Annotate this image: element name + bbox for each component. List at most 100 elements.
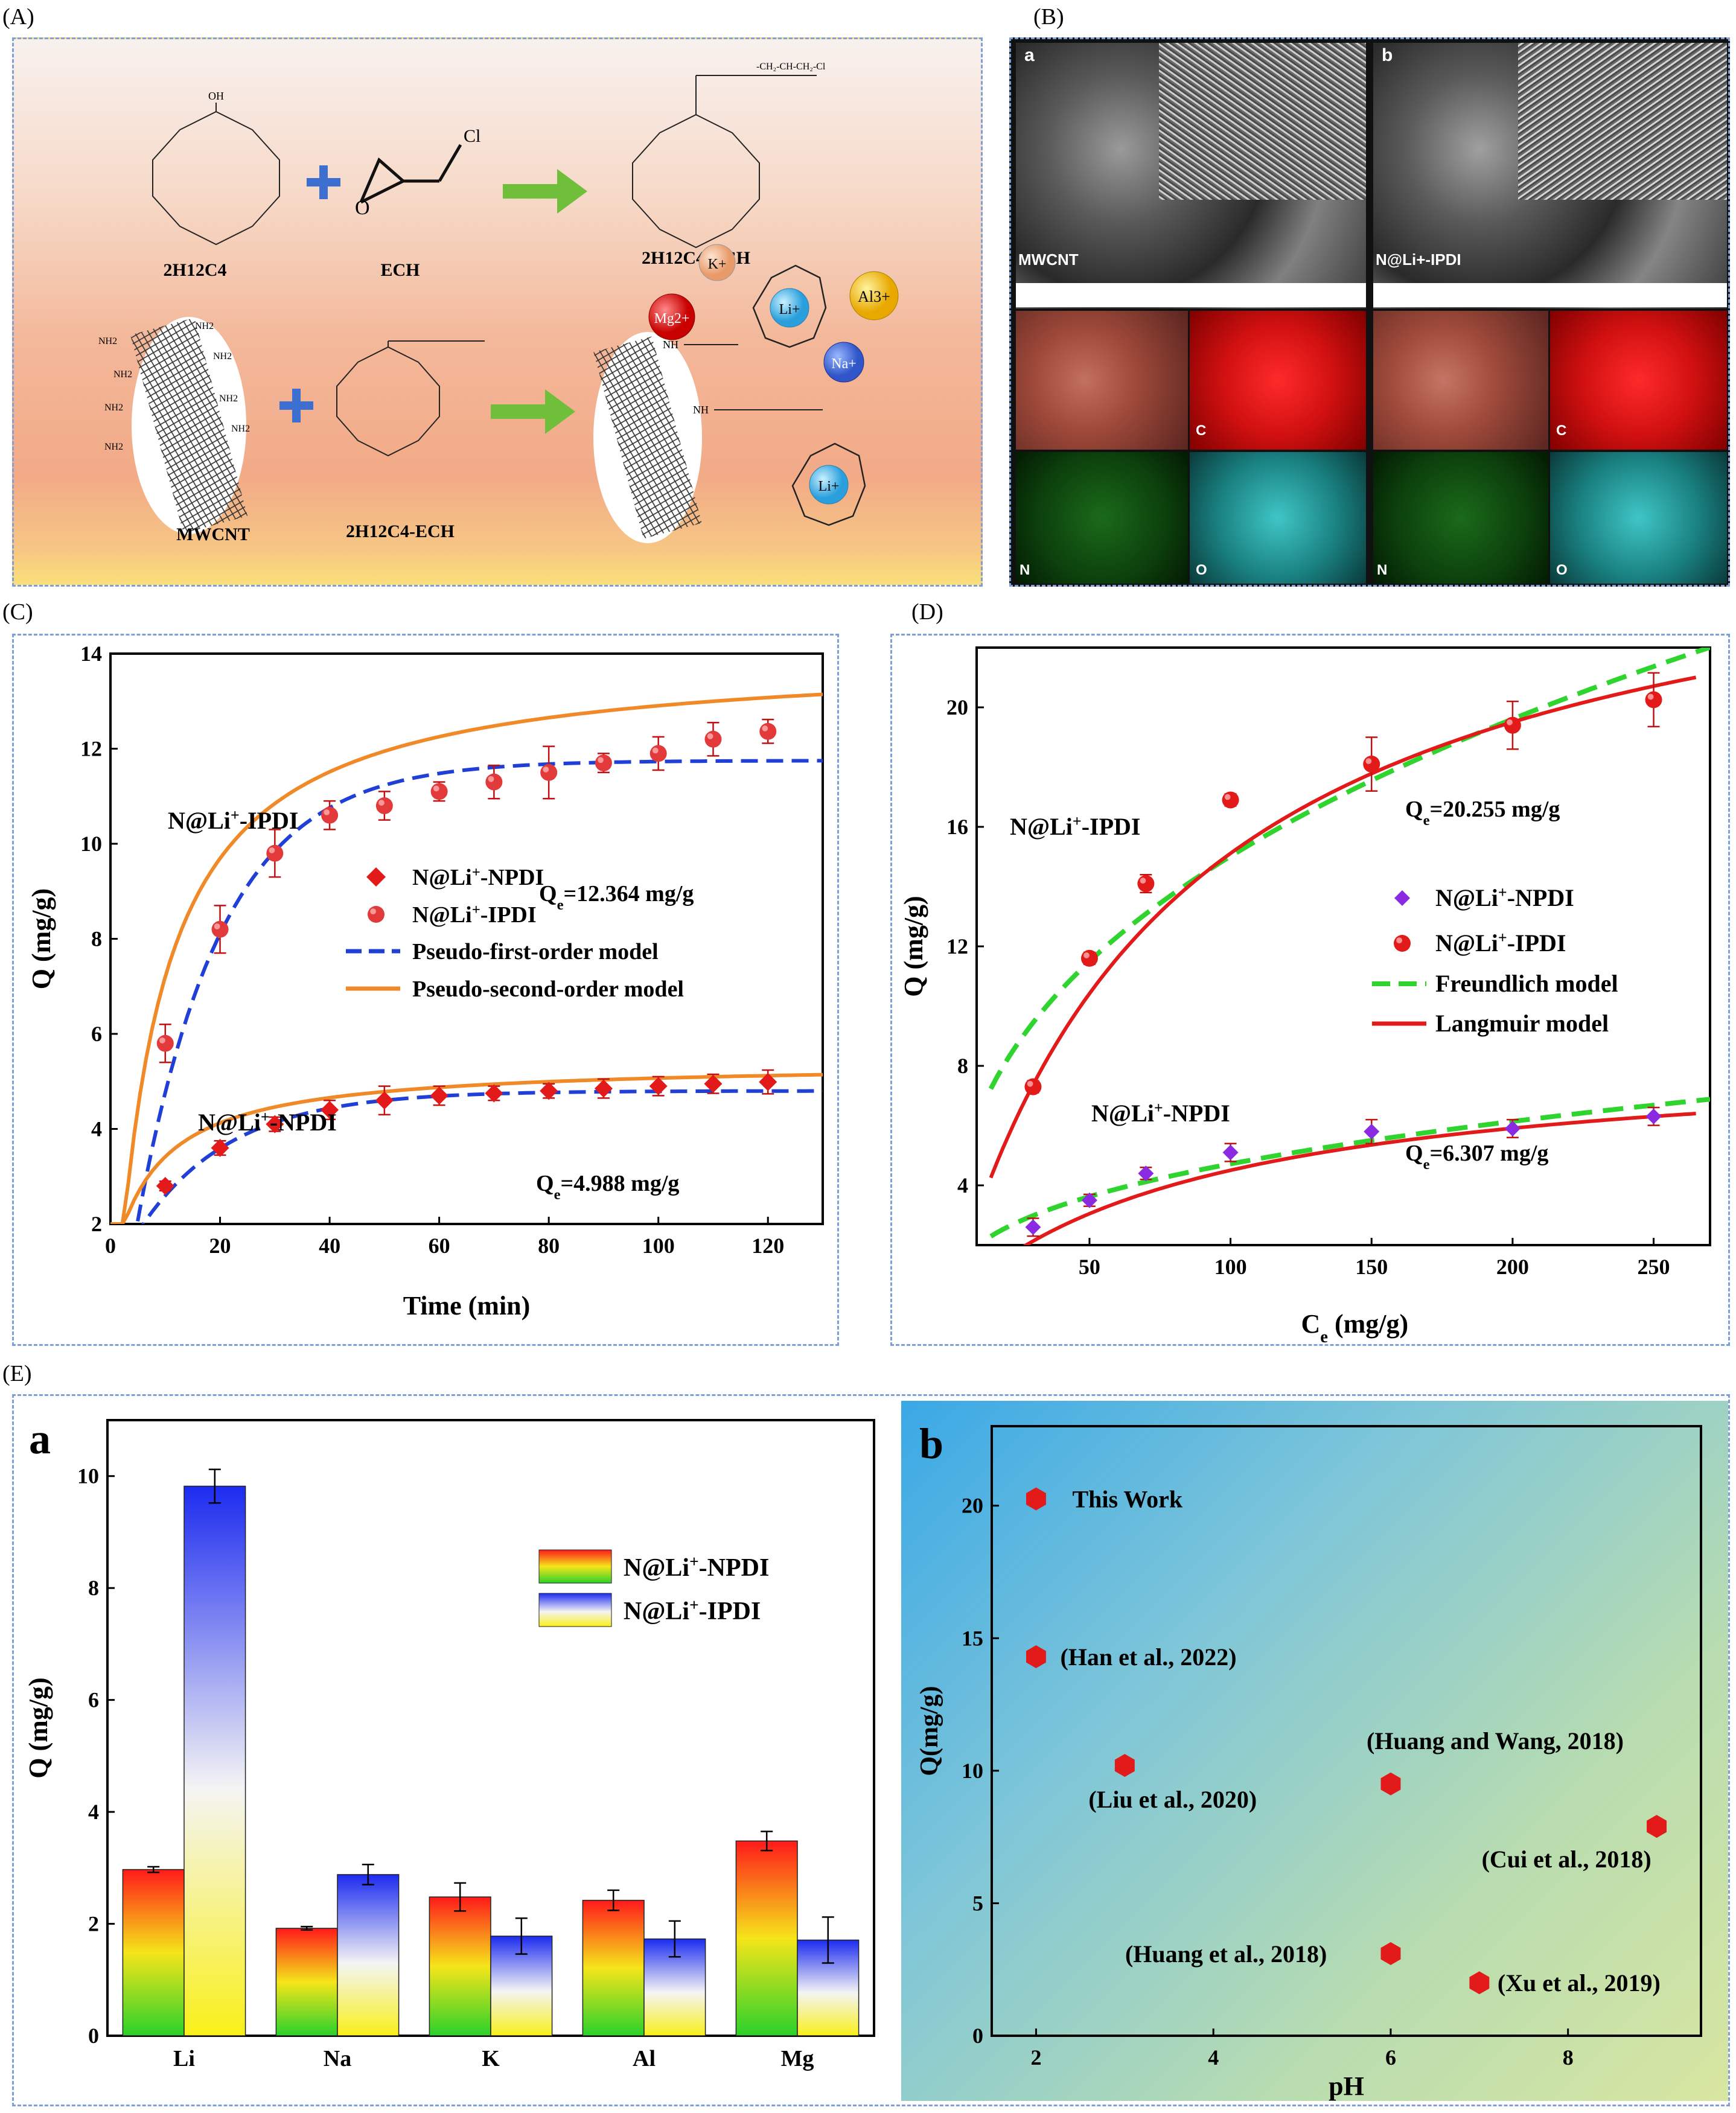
svg-text:NH2: NH2 xyxy=(213,351,232,362)
eds-nitrogen-label-2: N xyxy=(1377,562,1388,578)
y-axis-title: Q (mg/g) xyxy=(27,888,56,989)
ipdi-data-point xyxy=(321,806,339,824)
eds-nitrogen-map xyxy=(1016,452,1188,584)
npdi-data-point xyxy=(1222,1144,1239,1161)
crown-cage-top xyxy=(752,264,827,348)
literature-data-point xyxy=(1469,1971,1490,1995)
eds-carbon-map-2 xyxy=(1550,311,1727,450)
npdi-data-point xyxy=(594,1079,613,1098)
svg-text:Na+: Na+ xyxy=(831,356,857,372)
legend-npdi-marker xyxy=(1394,890,1410,906)
ipdi-data-point-highlight xyxy=(762,725,768,731)
ipdi-data-point xyxy=(1222,791,1239,809)
label-2h12c4: 2H12C4 xyxy=(164,260,227,280)
point-label: (Xu et al., 2019) xyxy=(1498,1969,1661,1997)
legend-ipdi-marker-highlight xyxy=(1396,937,1402,943)
ipdi-data-point-highlight xyxy=(1027,1080,1033,1087)
crown-ether-ech-reagent xyxy=(336,340,485,457)
legend-pfo-label: Pseudo-first-order model xyxy=(412,939,659,964)
eds-overlay-map xyxy=(1016,311,1188,450)
nanotube-icon xyxy=(130,317,248,534)
sem-inset-mwcnt xyxy=(1159,43,1366,200)
ipdi-first-order-curve xyxy=(135,759,823,1224)
npdi-data-point xyxy=(1504,1120,1521,1136)
point-label: (Huang et al., 2018) xyxy=(1125,1940,1327,1968)
sem-inset-n-li-ipdi xyxy=(1518,43,1727,200)
ipdi-data-point xyxy=(1137,875,1155,893)
sem-info-bar-2 xyxy=(1373,283,1727,307)
y-tick-label: 10 xyxy=(80,832,102,856)
point-label: (Han et al., 2022) xyxy=(1060,1643,1236,1671)
npdi-data-point xyxy=(485,1084,503,1103)
label-2h12c4-ech-2: 2H12C4-ECH xyxy=(346,521,455,541)
ion-k-icon: K+ xyxy=(698,244,736,281)
literature-data-point xyxy=(1380,1772,1401,1796)
y-tick-label: 20 xyxy=(962,1494,983,1518)
ipdi-data-point xyxy=(1504,716,1521,734)
eds-overlay-map-2 xyxy=(1373,311,1548,450)
x-tick-label: K xyxy=(482,2046,500,2071)
ipdi-data-point xyxy=(704,730,722,748)
legend-ipdi-marker xyxy=(1394,935,1411,952)
svg-text:NH2: NH2 xyxy=(104,403,123,413)
x-axis-title: Time (min) xyxy=(403,1291,531,1321)
npdi-data-point xyxy=(1645,1108,1662,1124)
npdi-bar xyxy=(429,1896,491,2036)
legend-ipdi-label: N@Li+-IPDI xyxy=(624,1596,761,1625)
x-tick-label: 20 xyxy=(209,1234,231,1258)
legend-npdi-label: N@Li+-NPDI xyxy=(624,1552,769,1582)
point-label: (Huang and Wang, 2018) xyxy=(1367,1727,1624,1754)
comparison-chart-background xyxy=(901,1401,1728,2101)
ipdi-curve-label: N@Li+-IPDI xyxy=(1010,812,1141,841)
chart-letter-b: b xyxy=(919,1420,943,1468)
ion-mg-icon: Mg2+ xyxy=(648,293,695,340)
ipdi-freundlich-curve xyxy=(988,648,1710,1090)
ipdi-data-point-highlight xyxy=(433,785,439,792)
ipdi-data-point xyxy=(1024,1078,1042,1095)
x-tick-label: Na xyxy=(324,2046,351,2071)
y-tick-label: 8 xyxy=(91,927,102,951)
x-tick-label: 6 xyxy=(1385,2045,1396,2070)
ipdi-data-point xyxy=(540,763,558,781)
npdi-qe-annotation: Qe=6.307 mg/g xyxy=(1405,1141,1548,1173)
ipdi-qe-annotation: Qe=20.255 mg/g xyxy=(1405,797,1560,829)
legend-pso-label: Pseudo-second-order model xyxy=(412,977,684,1002)
sem-info-bar xyxy=(1016,283,1366,307)
x-tick-label: 80 xyxy=(538,1234,560,1258)
ipdi-data-point-highlight xyxy=(324,809,330,815)
cl-label: Cl xyxy=(464,126,480,146)
ipdi-data-point-highlight xyxy=(543,766,549,773)
selectivity-bar-chart: 0 2 4 6 8 10 Q (mg/g) a Li Na K Al Mg N@Li+-NPDI N@Li+… xyxy=(24,1415,875,2071)
npdi-bar xyxy=(735,1840,798,2036)
ipdi-data-point xyxy=(1080,949,1098,967)
ipdi-data-point-highlight xyxy=(1647,693,1654,700)
y-tick-label: 8 xyxy=(957,1054,968,1078)
ipdi-data-point-highlight xyxy=(214,923,220,929)
npdi-data-point xyxy=(649,1077,668,1095)
x-tick-label: 2 xyxy=(1030,2045,1041,2070)
plot-frame xyxy=(991,1425,1702,2037)
y-tick-label: 12 xyxy=(946,934,968,958)
y-tick-label: 0 xyxy=(972,2024,983,2048)
point-label: (Liu et al., 2020) xyxy=(1088,1786,1257,1813)
npdi-data-point xyxy=(211,1139,229,1157)
npdi-data-point xyxy=(156,1177,174,1195)
label-mwcnt: MWCNT xyxy=(176,524,250,544)
model-curves xyxy=(988,648,1710,1245)
reaction-scheme: OH 2H12C4 O Cl ECH -CH₂-CH-CH₂-Cl 2H12C4… xyxy=(98,62,899,544)
svg-text:NH2: NH2 xyxy=(113,369,132,380)
npdi-data-point xyxy=(759,1072,777,1091)
reaction-scheme-panel: OH 2H12C4 O Cl ECH -CH₂-CH-CH₂-Cl 2H12C4… xyxy=(12,37,983,587)
legend-npdi-swatch xyxy=(538,1549,612,1584)
ipdi-data-point-highlight xyxy=(159,1037,165,1044)
point-label: This Work xyxy=(1072,1486,1182,1513)
x-tick-label: 150 xyxy=(1355,1255,1388,1279)
y-tick-label: 0 xyxy=(88,2024,99,2048)
ipdi-data-point-highlight xyxy=(378,800,385,806)
y-tick-label: 6 xyxy=(88,1688,99,1712)
npdi-data-point xyxy=(1138,1165,1154,1182)
svg-text:NH2: NH2 xyxy=(219,394,238,404)
ipdi-data-point-highlight xyxy=(652,747,659,754)
ipdi-data-point xyxy=(759,722,777,740)
ipdi-second-order-curve xyxy=(110,692,823,1224)
